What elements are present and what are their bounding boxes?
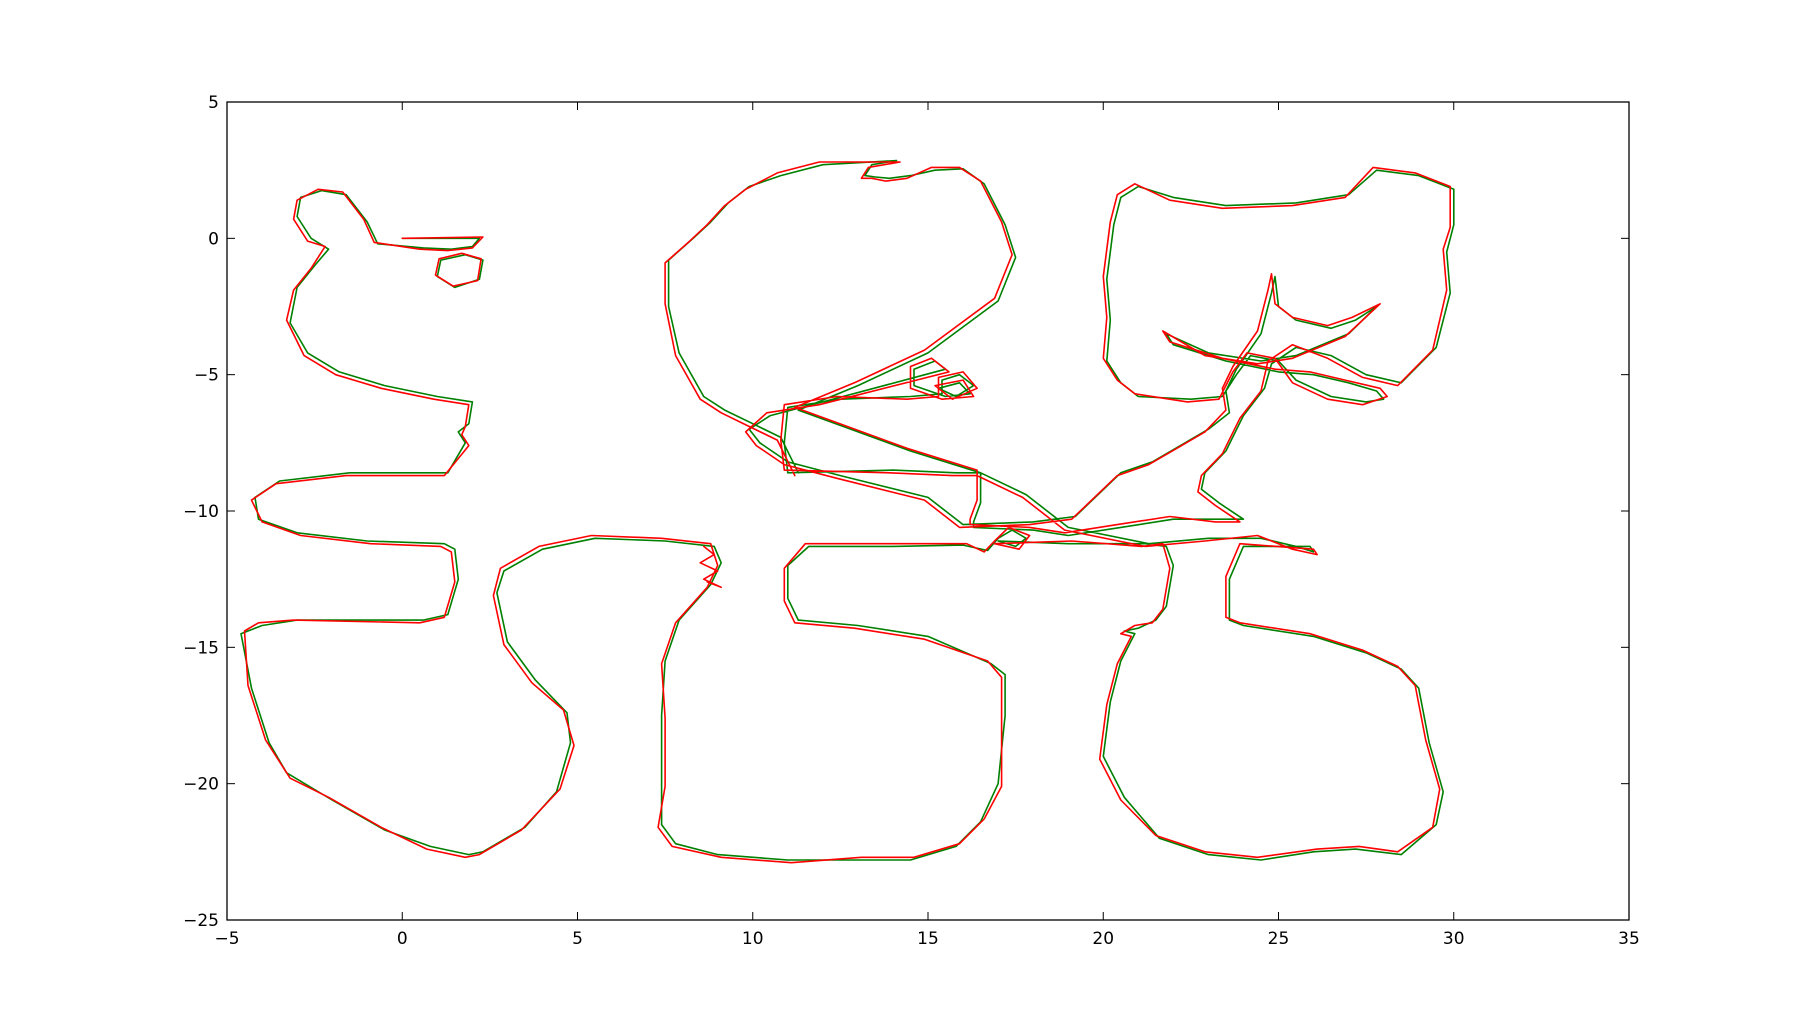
trajectory-line-3-0 xyxy=(434,252,482,287)
y-tick-label: −25 xyxy=(183,911,219,931)
x-tick-label: 15 xyxy=(917,929,939,949)
ticks-layer: −5 0 5 10 15 20 25 30 35 5 0 −5 −10 −15 −20 −25 xyxy=(183,93,1640,949)
axes-frame xyxy=(226,101,1630,921)
x-tick-label: 10 xyxy=(742,929,764,949)
x-tick-label: 20 xyxy=(1092,929,1114,949)
trajectory-line-1-0 xyxy=(243,161,1451,864)
x-tick-label: 35 xyxy=(1618,929,1640,949)
y-tick-label: −10 xyxy=(183,502,219,522)
series-layer xyxy=(240,159,1455,864)
x-tick-label: 0 xyxy=(397,929,408,949)
y-tick-label: 5 xyxy=(208,93,219,113)
y-tick-label: 0 xyxy=(208,229,219,249)
y-tick-label: −15 xyxy=(183,638,219,658)
y-tick-label: −20 xyxy=(183,775,219,795)
x-tick-label: −5 xyxy=(214,929,239,949)
x-tick-label: 5 xyxy=(572,929,583,949)
trajectory-line-2-0 xyxy=(436,253,484,289)
trajectory-line-0-0 xyxy=(240,159,1455,861)
y-tick-label: −5 xyxy=(194,366,219,386)
x-tick-label: 30 xyxy=(1443,929,1465,949)
trajectory-line-3-1 xyxy=(699,545,722,589)
x-tick-label: 25 xyxy=(1268,929,1290,949)
